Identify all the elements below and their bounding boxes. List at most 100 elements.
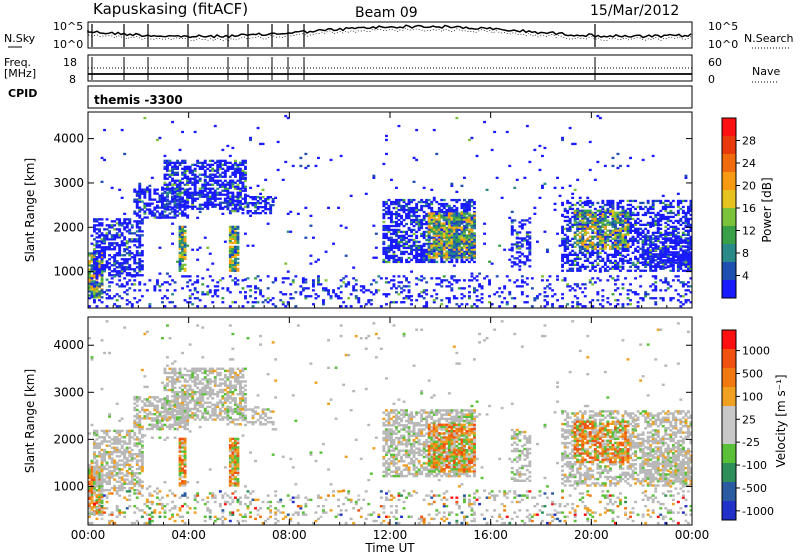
scatter-cell	[432, 232, 436, 235]
scatter-cell	[183, 267, 187, 270]
scatter-cell	[425, 222, 429, 226]
scatter-cell	[236, 183, 240, 186]
scatter-cell	[457, 242, 461, 245]
scatter-cell	[198, 165, 202, 168]
scatter-cell	[634, 223, 637, 226]
scatter-cell	[203, 165, 207, 168]
y-tick-label: 2000	[53, 220, 84, 234]
scatter-cell	[654, 221, 658, 225]
scatter-cell	[651, 289, 655, 292]
scatter-cell	[470, 272, 474, 275]
scatter-cell	[634, 249, 637, 252]
scatter-cell	[634, 199, 637, 203]
scatter-cell	[196, 297, 200, 300]
scatter-cell	[676, 235, 680, 238]
scatter-cell	[178, 185, 182, 188]
scatter-cell	[671, 267, 675, 270]
scatter-cell	[656, 245, 660, 248]
scatter-cell	[213, 161, 217, 164]
scatter-cell	[606, 233, 610, 236]
scatter-cell	[259, 192, 262, 195]
scatter-cell	[681, 257, 685, 260]
scatter-cell	[666, 239, 670, 242]
scatter-cell	[113, 275, 117, 278]
scatter-cell	[120, 234, 124, 237]
scatter-cell	[188, 171, 192, 174]
scatter-cell	[130, 238, 134, 241]
scatter-cell	[158, 212, 162, 215]
scatter-cell	[639, 233, 643, 236]
scatter-cell	[317, 258, 320, 261]
scatter-cell	[110, 248, 114, 251]
scatter-cell	[681, 259, 685, 262]
scatter-cell	[450, 230, 454, 233]
scatter-cell	[616, 287, 620, 290]
scatter-cell	[183, 159, 187, 162]
scatter-cell	[128, 220, 132, 223]
scatter-cell	[244, 171, 247, 174]
scatter-cell	[473, 206, 476, 210]
scatter-cell	[183, 167, 187, 170]
scatter-cell	[430, 246, 434, 249]
scatter-cell	[450, 212, 454, 215]
scatter-cell	[566, 283, 570, 286]
scatter-cell	[603, 231, 607, 234]
scatter-cell	[681, 227, 685, 230]
scatter-cell	[110, 234, 114, 237]
scatter-cell	[427, 202, 431, 206]
scatter-cell	[515, 233, 519, 236]
scatter-cell	[123, 248, 127, 251]
scatter-cell	[447, 297, 451, 300]
scatter-cell	[556, 278, 559, 281]
scatter-cell	[88, 278, 91, 281]
scatter-cell	[156, 204, 159, 207]
scatter-cell	[405, 295, 408, 298]
scatter-cell	[581, 205, 585, 209]
scatter-cell	[457, 246, 461, 249]
scatter-cell	[417, 246, 421, 250]
scatter-cell	[218, 201, 222, 204]
scatter-cell	[405, 212, 408, 216]
scatter-cell	[163, 216, 167, 219]
scatter-cell	[188, 297, 192, 300]
scatter-cell	[644, 223, 648, 226]
scatter-cell	[191, 191, 195, 194]
scatter-cell	[621, 199, 625, 203]
scatter-cell	[392, 232, 396, 236]
scatter-cell	[463, 224, 466, 228]
scatter-cell	[563, 249, 567, 252]
scatter-cell	[221, 201, 225, 204]
scatter-cell	[317, 281, 320, 284]
scatter-cell	[442, 206, 446, 210]
scatter-cell	[455, 224, 459, 227]
scatter-cell	[561, 225, 564, 228]
scatter-cell	[236, 171, 240, 174]
scatter-cell	[156, 279, 159, 282]
scatter-cell	[430, 230, 434, 233]
scatter-cell	[435, 230, 439, 233]
scatter-cell	[568, 243, 572, 246]
scatter-cell	[213, 191, 217, 194]
scatter-cell	[128, 301, 132, 304]
scatter-cell	[591, 211, 595, 214]
scatter-cell	[226, 208, 230, 211]
scatter-cell	[666, 219, 670, 223]
scatter-cell	[659, 255, 663, 258]
scatter-cell	[306, 164, 310, 168]
scatter-cell	[198, 210, 202, 213]
scatter-cell	[329, 295, 333, 298]
scatter-cell	[621, 259, 625, 262]
scatter-cell	[664, 203, 668, 207]
scatter-cell	[493, 130, 497, 134]
scatter-cell	[687, 259, 690, 262]
scatter-cell	[256, 126, 260, 130]
scatter-cell	[244, 189, 247, 192]
scatter-cell	[228, 165, 232, 168]
scatter-cell	[188, 205, 192, 208]
scatter-cell	[188, 279, 192, 282]
scatter-cell	[382, 208, 386, 212]
scatter-cell	[671, 259, 675, 262]
scatter-cell	[609, 245, 612, 248]
scatter-cell	[236, 247, 240, 250]
scatter-cell	[206, 199, 210, 202]
